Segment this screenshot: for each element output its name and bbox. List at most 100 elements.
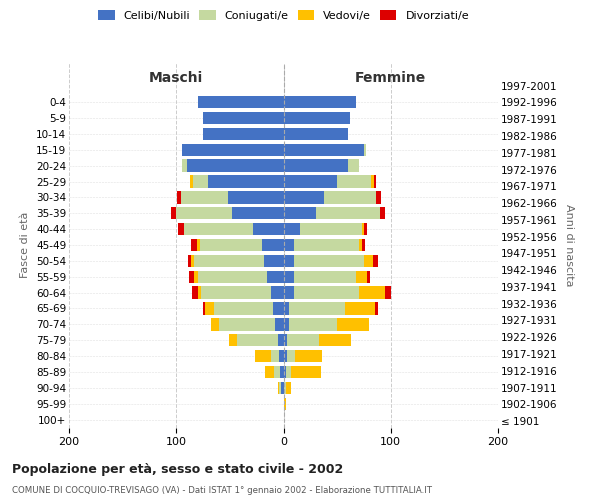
Bar bbox=[264, 254, 284, 267]
Bar bbox=[348, 160, 359, 172]
Bar bbox=[198, 270, 268, 283]
Bar bbox=[287, 334, 319, 346]
Legend: Celibi/Nubili, Coniugati/e, Vedovi/e, Divorziati/e: Celibi/Nubili, Coniugati/e, Vedovi/e, Di… bbox=[94, 6, 473, 25]
Bar bbox=[281, 382, 284, 394]
Bar bbox=[228, 191, 284, 203]
Y-axis label: Fasce di età: Fasce di età bbox=[20, 212, 31, 278]
Bar bbox=[284, 366, 286, 378]
Bar bbox=[284, 223, 299, 235]
Bar bbox=[178, 191, 181, 203]
Bar bbox=[190, 176, 193, 188]
Bar bbox=[171, 207, 176, 220]
Bar bbox=[194, 270, 198, 283]
Text: Popolazione per età, sesso e stato civile - 2002: Popolazione per età, sesso e stato civil… bbox=[12, 462, 343, 475]
Bar bbox=[284, 254, 294, 267]
Bar bbox=[284, 318, 289, 330]
Bar bbox=[176, 207, 232, 220]
Bar bbox=[376, 191, 381, 203]
Bar bbox=[359, 286, 385, 299]
Bar bbox=[294, 270, 356, 283]
Bar bbox=[194, 254, 264, 267]
Bar bbox=[203, 302, 205, 314]
Bar bbox=[284, 286, 294, 299]
Bar bbox=[197, 239, 200, 251]
Bar bbox=[271, 286, 284, 299]
Text: COMUNE DI COCQUIO-TREVISAGO (VA) - Dati ISTAT 1° gennaio 2002 - Elaborazione TUT: COMUNE DI COCQUIO-TREVISAGO (VA) - Dati … bbox=[12, 486, 432, 495]
Bar bbox=[203, 112, 284, 124]
Text: Maschi: Maschi bbox=[149, 72, 203, 86]
Bar bbox=[364, 223, 367, 235]
Bar bbox=[374, 302, 378, 314]
Bar bbox=[371, 176, 374, 188]
Bar bbox=[254, 350, 271, 362]
Bar bbox=[184, 223, 253, 235]
Bar bbox=[294, 286, 359, 299]
Bar bbox=[193, 176, 208, 188]
Bar bbox=[316, 207, 380, 220]
Bar bbox=[284, 350, 287, 362]
Bar bbox=[219, 318, 275, 330]
Bar bbox=[253, 223, 284, 235]
Bar bbox=[271, 350, 279, 362]
Bar bbox=[362, 239, 365, 251]
Bar bbox=[201, 286, 271, 299]
Bar bbox=[280, 366, 284, 378]
Bar bbox=[198, 96, 284, 108]
Bar bbox=[364, 144, 366, 156]
Bar bbox=[284, 239, 294, 251]
Bar bbox=[284, 191, 324, 203]
Bar bbox=[278, 382, 279, 394]
Bar bbox=[193, 286, 198, 299]
Bar bbox=[319, 334, 351, 346]
Bar bbox=[187, 160, 284, 172]
Bar bbox=[337, 318, 370, 330]
Bar bbox=[367, 270, 370, 283]
Bar bbox=[279, 350, 284, 362]
Bar bbox=[291, 366, 321, 378]
Bar bbox=[274, 366, 280, 378]
Bar bbox=[284, 128, 348, 140]
Bar bbox=[284, 176, 337, 188]
Bar bbox=[295, 350, 322, 362]
Bar bbox=[284, 207, 316, 220]
Bar bbox=[262, 239, 284, 251]
Bar bbox=[273, 302, 284, 314]
Bar bbox=[286, 382, 291, 394]
Bar bbox=[294, 239, 359, 251]
Bar bbox=[214, 302, 273, 314]
Bar bbox=[279, 382, 281, 394]
Bar bbox=[373, 254, 378, 267]
Bar bbox=[284, 112, 350, 124]
Bar bbox=[232, 207, 284, 220]
Bar bbox=[182, 160, 187, 172]
Bar bbox=[284, 96, 356, 108]
Text: Femmine: Femmine bbox=[355, 72, 427, 86]
Bar bbox=[286, 366, 291, 378]
Bar bbox=[324, 191, 376, 203]
Bar bbox=[238, 334, 278, 346]
Bar bbox=[356, 270, 367, 283]
Bar bbox=[181, 191, 228, 203]
Bar bbox=[200, 239, 262, 251]
Bar bbox=[362, 223, 364, 235]
Bar bbox=[203, 128, 284, 140]
Bar bbox=[268, 270, 284, 283]
Bar bbox=[385, 286, 391, 299]
Bar bbox=[289, 302, 344, 314]
Bar bbox=[284, 398, 286, 410]
Bar bbox=[188, 254, 191, 267]
Bar bbox=[364, 254, 373, 267]
Bar bbox=[278, 334, 284, 346]
Bar bbox=[344, 302, 374, 314]
Bar bbox=[275, 318, 284, 330]
Bar bbox=[205, 302, 214, 314]
Bar bbox=[284, 270, 294, 283]
Bar bbox=[208, 176, 284, 188]
Bar bbox=[284, 144, 364, 156]
Bar bbox=[191, 254, 194, 267]
Bar bbox=[229, 334, 238, 346]
Bar bbox=[198, 286, 201, 299]
Bar bbox=[287, 350, 295, 362]
Bar bbox=[265, 366, 274, 378]
Y-axis label: Anni di nascita: Anni di nascita bbox=[564, 204, 574, 286]
